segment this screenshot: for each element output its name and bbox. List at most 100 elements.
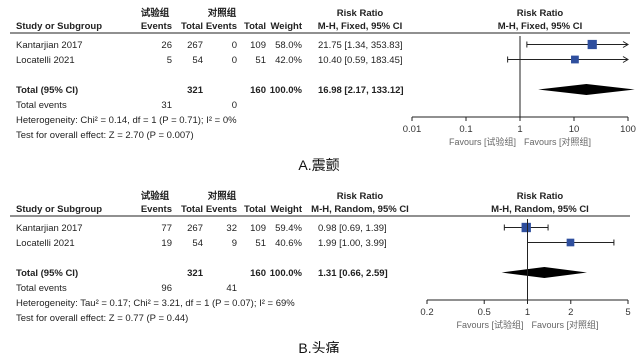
- favours-left-label: Favours [试验组]: [456, 319, 523, 330]
- favours-right-label: Favours [对照组]: [532, 319, 599, 330]
- total-exp-total: 321: [187, 268, 204, 279]
- x-tick-label: 1: [517, 124, 522, 135]
- overall-effect-text: Test for overall effect: Z = 0.77 (P = 0…: [16, 313, 188, 324]
- effect-header: Risk Ratio: [337, 8, 384, 19]
- ctrl-total: 51: [255, 55, 266, 66]
- study-weight: 40.6%: [275, 238, 302, 249]
- total-ci-text: 1.31 [0.66, 2.59]: [318, 268, 388, 279]
- study-ci-text: 10.40 [0.59, 183.45]: [318, 55, 403, 66]
- plot-subheader: M-H, Random, 95% CI: [491, 204, 589, 215]
- exp-total: 54: [192, 238, 203, 249]
- plot-subheader: M-H, Fixed, 95% CI: [498, 21, 582, 32]
- total-ctrl-total: 160: [250, 268, 266, 279]
- favours-right-label: Favours [对照组]: [524, 136, 591, 147]
- total-events-exp: 31: [161, 100, 172, 111]
- total-label: Total (95% CI): [16, 268, 78, 279]
- exp-events: 5: [167, 55, 172, 66]
- study-name: Kantarjian 2017: [16, 223, 83, 234]
- study-weight: 42.0%: [275, 55, 302, 66]
- study-row: Locatelli 2021 5 54 0 51 42.0% 10.40 [0.59, 18…: [16, 55, 629, 66]
- pooled-diamond: [538, 84, 635, 95]
- study-ci-text: 1.99 [1.00, 3.99]: [318, 238, 387, 249]
- study-name: Kantarjian 2017: [16, 40, 83, 51]
- total-ci-text: 16.98 [2.17, 133.12]: [318, 85, 404, 96]
- ctrl-events: 9: [232, 238, 237, 249]
- study-ci-text: 21.75 [1.34, 353.83]: [318, 40, 403, 51]
- group-header-control: 对照组: [208, 190, 237, 202]
- plot-header: Risk Ratio: [517, 8, 564, 19]
- group-header-experimental: 试验组: [141, 7, 170, 19]
- effect-subheader: M-H, Fixed, 95% CI: [318, 21, 402, 32]
- exp-events: 26: [161, 40, 172, 51]
- study-weight: 59.4%: [275, 223, 302, 234]
- x-tick-label: 10: [569, 124, 580, 135]
- x-tick-label: 0.1: [459, 124, 472, 135]
- total-ctrl-total: 160: [250, 85, 266, 96]
- exp-events: 19: [161, 238, 172, 249]
- total-exp-total: 321: [187, 85, 204, 96]
- column-header-weight: Weight: [271, 21, 303, 32]
- pooled-diamond: [501, 267, 587, 278]
- x-tick-label: 0.5: [478, 307, 491, 318]
- ci-arrow-right: [622, 56, 629, 63]
- ctrl-total: 109: [250, 223, 266, 234]
- exp-events: 77: [161, 223, 172, 234]
- total-events-ctrl: 0: [232, 100, 237, 111]
- column-header-exp-total: Total: [181, 21, 203, 32]
- column-header-weight: Weight: [271, 204, 303, 215]
- study-name: Locatelli 2021: [16, 238, 75, 249]
- column-header-ctrl-total: Total: [244, 21, 266, 32]
- total-label: Total (95% CI): [16, 85, 78, 96]
- plot-header: Risk Ratio: [517, 191, 564, 202]
- study-row: Kantarjian 2017 77 267 32 109 59.4% 0.98 [0.69…: [16, 222, 549, 234]
- total-row: Total (95% CI) 321 160 100.0% 1.31 [0.66, 2.…: [16, 267, 587, 279]
- x-tick-label: 100: [620, 124, 636, 135]
- column-header-exp-events: Events: [141, 204, 172, 215]
- ctrl-events: 32: [226, 223, 237, 234]
- panel-caption: B.头痛: [298, 340, 339, 353]
- ci-arrow-right: [622, 41, 629, 48]
- ctrl-events: 0: [232, 55, 237, 66]
- column-header-ctrl-events: Events: [206, 204, 237, 215]
- study-name: Locatelli 2021: [16, 55, 75, 66]
- effect-header: Risk Ratio: [337, 191, 384, 202]
- column-header-study: Study or Subgroup: [16, 21, 102, 32]
- total-row: Total (95% CI) 321 160 100.0% 16.98 [2.17, 1…: [16, 84, 635, 96]
- point-estimate-square: [566, 238, 575, 247]
- column-header-exp-events: Events: [141, 21, 172, 32]
- point-estimate-square: [521, 222, 531, 233]
- group-header-control: 对照组: [208, 7, 237, 19]
- column-header-ctrl-total: Total: [244, 204, 266, 215]
- study-row: Kantarjian 2017 26 267 0 109 58.0% 21.75 [1.34…: [16, 39, 629, 51]
- exp-total: 267: [187, 40, 203, 51]
- total-events-exp: 96: [161, 283, 172, 294]
- study-row: Locatelli 2021 19 54 9 51 40.6% 1.99 [1.00, 3.…: [16, 238, 615, 249]
- x-tick-label: 0.2: [420, 307, 433, 318]
- ctrl-events: 0: [232, 40, 237, 51]
- ctrl-total: 109: [250, 40, 266, 51]
- exp-total: 54: [192, 55, 203, 66]
- overall-effect-text: Test for overall effect: Z = 2.70 (P = 0…: [16, 130, 194, 141]
- total-weight: 100.0%: [270, 268, 303, 279]
- total-events-label: Total events: [16, 283, 67, 294]
- x-tick-label: 1: [525, 307, 530, 318]
- panel-caption: A.震颤: [298, 157, 339, 173]
- column-header-exp-total: Total: [181, 204, 203, 215]
- column-header-ctrl-events: Events: [206, 21, 237, 32]
- effect-subheader: M-H, Random, 95% CI: [311, 204, 409, 215]
- x-tick-label: 2: [568, 307, 573, 318]
- study-ci-text: 0.98 [0.69, 1.39]: [318, 223, 387, 234]
- heterogeneity-text: Heterogeneity: Tau² = 0.17; Chi² = 3.21,…: [16, 298, 295, 309]
- point-estimate-square: [571, 55, 579, 64]
- heterogeneity-text: Heterogeneity: Chi² = 0.14, df = 1 (P = …: [16, 115, 237, 126]
- study-weight: 58.0%: [275, 40, 302, 51]
- total-events-ctrl: 41: [226, 283, 237, 294]
- favours-left-label: Favours [试验组]: [449, 136, 516, 147]
- group-header-experimental: 试验组: [141, 190, 170, 202]
- forest-panel-a: 试验组 对照组 Risk Ratio Risk Ratio Study or Subgr…: [10, 7, 636, 173]
- ctrl-total: 51: [255, 238, 266, 249]
- x-tick-label: 5: [625, 307, 630, 318]
- total-events-label: Total events: [16, 100, 67, 111]
